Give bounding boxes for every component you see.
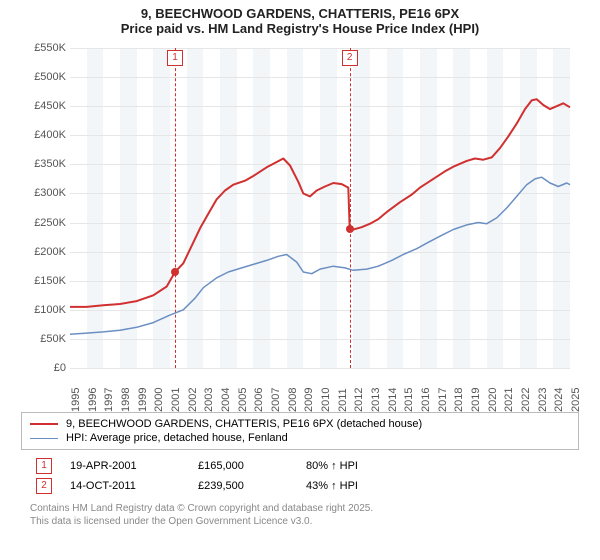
sale-marker: 1 [167, 50, 183, 66]
x-tick-label: 2000 [153, 372, 165, 412]
y-tick-label: £550K [20, 42, 66, 54]
plot-area: 12 [70, 48, 570, 368]
legend-label: HPI: Average price, detached house, Fenl… [66, 432, 288, 444]
x-tick-label: 1997 [103, 372, 115, 412]
title-line-2: Price paid vs. HM Land Registry's House … [0, 21, 600, 36]
attribution-line-1: Contains HM Land Registry data © Crown c… [30, 502, 570, 515]
sales-table: 1 19-APR-2001 £165,000 80% ↑ HPI 2 14-OCT-201… [30, 456, 570, 496]
sale-row-date: 14-OCT-2011 [70, 480, 180, 492]
sale-row-hpi: 80% ↑ HPI [306, 460, 426, 472]
x-tick-label: 2001 [170, 372, 182, 412]
sale-row-hpi: 43% ↑ HPI [306, 480, 426, 492]
chart-title-block: 9, BEECHWOOD GARDENS, CHATTERIS, PE16 6P… [0, 0, 600, 38]
sale-row-num: 2 [36, 478, 52, 494]
x-tick-label: 2007 [270, 372, 282, 412]
legend: 9, BEECHWOOD GARDENS, CHATTERIS, PE16 6P… [21, 412, 579, 450]
y-tick-label: £400K [20, 129, 66, 141]
attribution: Contains HM Land Registry data © Crown c… [30, 502, 570, 528]
legend-row: 9, BEECHWOOD GARDENS, CHATTERIS, PE16 6P… [30, 417, 570, 431]
x-tick-label: 2021 [503, 372, 515, 412]
series-hpi [70, 177, 570, 334]
title-line-1: 9, BEECHWOOD GARDENS, CHATTERIS, PE16 6P… [0, 6, 600, 21]
sale-row-price: £239,500 [198, 480, 288, 492]
y-tick-label: £150K [20, 275, 66, 287]
x-tick-label: 1998 [120, 372, 132, 412]
x-tick-label: 2005 [237, 372, 249, 412]
x-tick-label: 2004 [220, 372, 232, 412]
x-tick-label: 2018 [453, 372, 465, 412]
x-tick-label: 2024 [553, 372, 565, 412]
y-tick-label: £100K [20, 304, 66, 316]
y-tick-label: £350K [20, 158, 66, 170]
x-tick-label: 2003 [203, 372, 215, 412]
x-tick-label: 2010 [320, 372, 332, 412]
x-tick-label: 2016 [420, 372, 432, 412]
sale-row-num: 1 [36, 458, 52, 474]
y-tick-label: £300K [20, 187, 66, 199]
sale-row: 1 19-APR-2001 £165,000 80% ↑ HPI [30, 456, 570, 476]
legend-swatch [30, 438, 58, 439]
y-tick-label: £250K [20, 217, 66, 229]
x-tick-label: 2022 [520, 372, 532, 412]
x-tick-label: 2025 [570, 372, 582, 412]
chart-container: £0 £50K £100K £150K £200K £250K £300K £350K £400… [20, 38, 580, 408]
x-tick-label: 1995 [70, 372, 82, 412]
y-tick-label: £50K [20, 333, 66, 345]
y-tick-label: £0 [20, 362, 66, 374]
sale-row: 2 14-OCT-2011 £239,500 43% ↑ HPI [30, 476, 570, 496]
sale-row-date: 19-APR-2001 [70, 460, 180, 472]
x-axis-ticks: 1995199619971998199920002001200220032004… [70, 368, 570, 408]
y-tick-label: £500K [20, 71, 66, 83]
y-tick-label: £450K [20, 100, 66, 112]
x-tick-label: 2013 [370, 372, 382, 412]
y-tick-label: £200K [20, 246, 66, 258]
series-price_paid [70, 99, 570, 307]
attribution-line-2: This data is licensed under the Open Gov… [30, 515, 570, 528]
x-tick-label: 1999 [137, 372, 149, 412]
legend-swatch [30, 423, 58, 425]
x-tick-label: 2006 [253, 372, 265, 412]
x-tick-label: 1996 [87, 372, 99, 412]
sale-marker: 2 [342, 50, 358, 66]
x-tick-label: 2011 [337, 372, 349, 412]
x-tick-label: 2009 [303, 372, 315, 412]
x-tick-label: 2002 [187, 372, 199, 412]
sale-row-price: £165,000 [198, 460, 288, 472]
legend-row: HPI: Average price, detached house, Fenl… [30, 431, 570, 445]
x-tick-label: 2015 [403, 372, 415, 412]
x-tick-label: 2008 [287, 372, 299, 412]
x-tick-label: 2019 [470, 372, 482, 412]
x-tick-label: 2012 [353, 372, 365, 412]
line-series-svg [70, 48, 570, 368]
x-tick-label: 2017 [437, 372, 449, 412]
x-tick-label: 2014 [387, 372, 399, 412]
legend-label: 9, BEECHWOOD GARDENS, CHATTERIS, PE16 6P… [66, 418, 422, 430]
x-tick-label: 2023 [537, 372, 549, 412]
x-tick-label: 2020 [487, 372, 499, 412]
